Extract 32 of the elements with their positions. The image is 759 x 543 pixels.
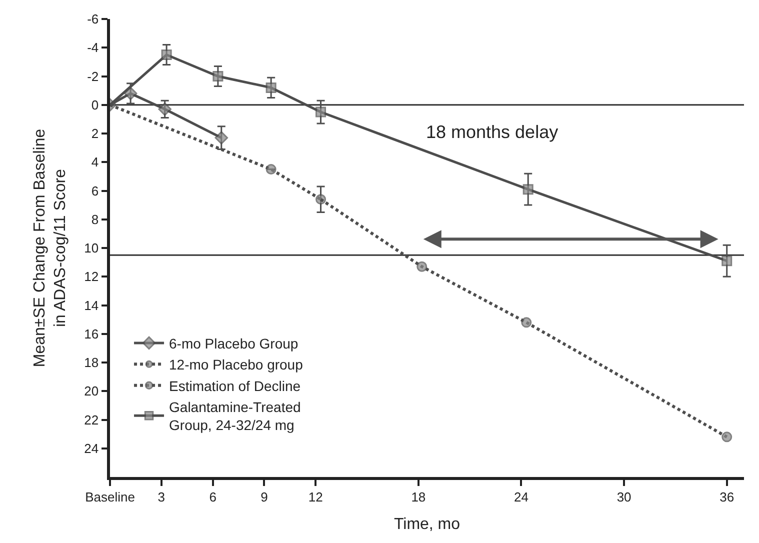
y-tick-label: 16 xyxy=(84,326,99,342)
legend-label: 6-mo Placebo Group xyxy=(169,335,298,352)
legend-label: Galantamine-Treated Group, 24-32/24 mg xyxy=(169,399,301,434)
x-tick-label: 30 xyxy=(616,489,632,504)
x-tick-label: 24 xyxy=(514,489,528,504)
y-tick-label: 14 xyxy=(84,298,99,313)
y-tick-label: 6 xyxy=(91,183,99,198)
x-tick-label: 6 xyxy=(209,489,216,504)
x-axis-title: Time, mo xyxy=(394,516,460,534)
x-tick-label: 9 xyxy=(260,489,268,504)
y-tick-label: -6 xyxy=(87,12,99,27)
y-tick-label: 22 xyxy=(84,412,99,428)
x-tick-label: 36 xyxy=(720,489,734,504)
x-tick-label: 12 xyxy=(308,489,323,504)
x-tick-label: Baseline xyxy=(85,489,135,504)
y-tick-label: 4 xyxy=(91,154,99,170)
y-tick-label: -4 xyxy=(87,40,99,56)
legend-label: Estimation of Decline xyxy=(169,378,301,394)
y-tick-label: 12 xyxy=(84,269,99,284)
y-tick-label: -2 xyxy=(87,68,99,84)
y-tick-label: 18 xyxy=(84,355,99,370)
y-tick-label: 10 xyxy=(84,240,99,256)
y-tick-label: 0 xyxy=(91,97,99,112)
legend-label: 12-mo Placebo group xyxy=(169,356,304,373)
y-tick-label: 2 xyxy=(91,126,99,142)
y-tick-label: 24 xyxy=(84,440,99,456)
y-axis-title: Mean±SE Change From Baseline in ADAS-cog/11 Score xyxy=(31,128,70,368)
x-tick-label: 18 xyxy=(411,489,426,504)
y-tick-label: 8 xyxy=(91,212,99,227)
annotation: 18 months delay xyxy=(426,122,558,142)
x-tick-label: 3 xyxy=(158,489,166,504)
y-tick-label: 20 xyxy=(84,384,99,399)
